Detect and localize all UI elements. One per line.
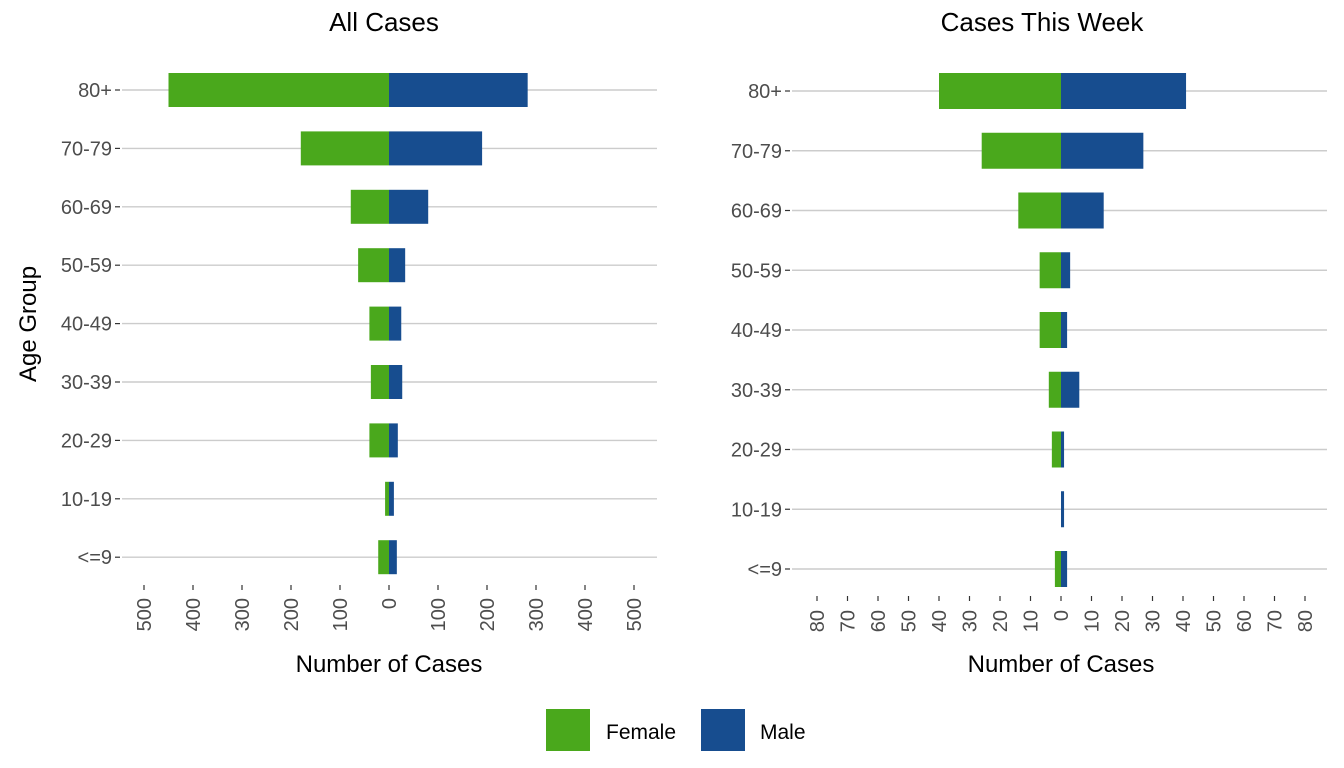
legend-swatch-female <box>546 709 590 751</box>
y-tick-label-80plus: 80+ <box>78 80 112 102</box>
bar-male-30-39 <box>1061 371 1080 408</box>
bar-female-40-49 <box>369 306 389 341</box>
panel-title: All Cases <box>329 7 439 37</box>
bar-male-10-19 <box>1061 491 1065 528</box>
bar-female-60-69 <box>350 189 389 224</box>
bar-female-le9 <box>378 540 389 575</box>
x-tick-label-1: 400 <box>183 598 205 631</box>
bar-female-20-29 <box>369 423 389 458</box>
x-tick-label-10: 500 <box>624 598 646 631</box>
x-tick-label-15: 70 <box>1265 610 1287 632</box>
x-tick-label-7: 10 <box>1021 610 1043 632</box>
y-tick-label-30-39: 30-39 <box>731 380 782 402</box>
x-tick-label-2: 300 <box>232 598 254 631</box>
x-tick-label-14: 60 <box>1234 610 1256 632</box>
x-tick-label-13: 50 <box>1204 610 1226 632</box>
x-tick-label-6: 100 <box>428 598 450 631</box>
x-tick-label-0: 500 <box>134 598 156 631</box>
bar-male-70-79 <box>389 131 483 166</box>
bar-male-le9 <box>1061 551 1068 587</box>
bar-male-20-29 <box>389 423 398 458</box>
y-tick-label-70-79: 70-79 <box>61 138 112 160</box>
y-tick-label-20-29: 20-29 <box>731 440 782 462</box>
bar-female-80plus <box>168 73 389 107</box>
y-tick-label-50-59: 50-59 <box>731 260 782 282</box>
y-tick-label-70-79: 70-79 <box>731 141 782 163</box>
x-tick-label-10: 20 <box>1112 610 1134 632</box>
x-tick-label-2: 60 <box>868 610 890 632</box>
bar-female-40-49 <box>1039 312 1061 348</box>
x-axis-title: Number of Cases <box>968 651 1155 678</box>
y-tick-label-40-49: 40-49 <box>731 320 782 342</box>
panel-cases-this-week: <=9 10-19 20-29 30-39 40-49 50-59 60-69 70-79 80… <box>731 7 1327 678</box>
bar-female-80plus <box>939 73 1061 109</box>
x-tick-label-3: 50 <box>899 610 921 632</box>
bar-female-70-79 <box>981 132 1061 169</box>
bar-female-50-59 <box>358 248 389 283</box>
y-tick-label-le9: <=9 <box>78 547 112 569</box>
legend: Female Male <box>546 709 806 751</box>
legend-label-male: Male <box>760 721 806 744</box>
bar-male-le9 <box>389 540 397 575</box>
bar-male-30-39 <box>389 365 403 399</box>
x-tick-label-0: 80 <box>807 610 829 632</box>
x-tick-label-9: 10 <box>1082 610 1104 632</box>
y-tick-label-80plus: 80+ <box>748 81 782 103</box>
bar-female-70-79 <box>300 131 389 166</box>
bar-male-80plus <box>389 73 528 107</box>
bar-male-40-49 <box>389 306 402 341</box>
bar-female-30-39 <box>370 365 389 399</box>
x-tick-label-4: 40 <box>929 610 951 632</box>
x-tick-label-5: 30 <box>960 610 982 632</box>
x-tick-label-16: 80 <box>1295 610 1317 632</box>
x-tick-label-7: 200 <box>477 598 499 631</box>
x-tick-label-8: 0 <box>1051 610 1073 621</box>
bar-female-60-69 <box>1018 192 1061 229</box>
y-tick-label-60-69: 60-69 <box>731 201 782 223</box>
x-tick-label-6: 20 <box>990 610 1012 632</box>
y-tick-label-10-19: 10-19 <box>731 499 782 521</box>
bar-female-le9 <box>1054 551 1061 587</box>
y-axis-title: Age Group <box>15 266 42 382</box>
x-tick-label-4: 100 <box>330 598 352 631</box>
bar-male-50-59 <box>389 248 406 283</box>
bar-male-80plus <box>1061 73 1187 109</box>
y-tick-label-60-69: 60-69 <box>61 197 112 219</box>
legend-label-female: Female <box>606 721 676 744</box>
bar-female-30-39 <box>1048 371 1061 408</box>
y-tick-label-10-19: 10-19 <box>61 489 112 511</box>
y-tick-label-le9: <=9 <box>748 559 782 581</box>
legend-swatch-male <box>701 709 745 751</box>
y-tick-label-20-29: 20-29 <box>61 430 112 452</box>
bar-female-20-29 <box>1051 431 1061 468</box>
x-tick-label-1: 70 <box>838 610 860 632</box>
bar-male-50-59 <box>1061 252 1071 289</box>
x-tick-label-3: 200 <box>281 598 303 631</box>
panel-title: Cases This Week <box>941 7 1145 37</box>
x-tick-label-12: 40 <box>1173 610 1195 632</box>
y-tick-label-30-39: 30-39 <box>61 372 112 394</box>
y-tick-label-40-49: 40-49 <box>61 314 112 336</box>
bar-male-40-49 <box>1061 312 1068 348</box>
x-tick-label-5: 0 <box>379 598 401 609</box>
bar-female-10-19 <box>385 481 389 516</box>
y-tick-label-50-59: 50-59 <box>61 255 112 277</box>
bar-male-60-69 <box>389 189 429 224</box>
x-tick-label-11: 30 <box>1143 610 1165 632</box>
bar-male-70-79 <box>1061 132 1144 169</box>
bar-female-50-59 <box>1039 252 1061 289</box>
x-tick-label-9: 400 <box>575 598 597 631</box>
panel-all-cases: <=9 10-19 20-29 30-39 40-49 50-59 60-69 70-79 80… <box>15 7 657 678</box>
bar-male-10-19 <box>389 481 394 516</box>
x-tick-label-8: 300 <box>526 598 548 631</box>
bar-male-20-29 <box>1061 431 1065 468</box>
bar-male-60-69 <box>1061 192 1104 229</box>
x-axis-title: Number of Cases <box>296 651 483 678</box>
